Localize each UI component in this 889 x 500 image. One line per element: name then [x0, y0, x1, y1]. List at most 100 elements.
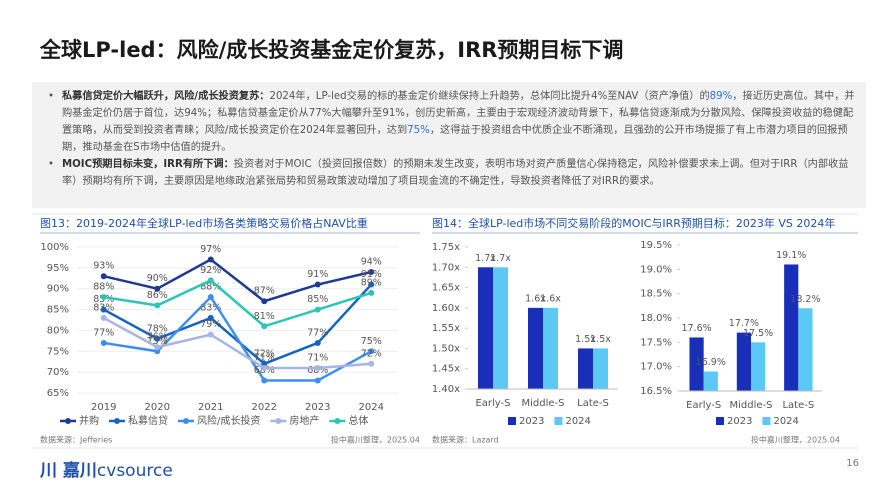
- bar: [543, 307, 558, 389]
- page-number: 16: [846, 458, 859, 469]
- y-tick-label: 1.50x: [432, 343, 460, 354]
- point: [100, 294, 107, 301]
- legend-swatch: [114, 418, 120, 424]
- data-label: 97%: [200, 244, 221, 255]
- y-tick-label: 95%: [47, 263, 69, 274]
- bar: [478, 267, 493, 389]
- point: [100, 314, 107, 321]
- bullet: • 私募信贷定价大幅跃升，风险/成长投资复苏：2024年，LP-led交易的标的基…: [48, 91, 855, 153]
- y-tick-label: 80%: [47, 325, 69, 336]
- data-label: 17.7%: [729, 318, 759, 329]
- data-label: 71%: [254, 352, 275, 363]
- data-label: 1.6x: [525, 293, 546, 304]
- data-label: 18.2%: [790, 294, 820, 305]
- credit: 投中嘉川整理，2025.04: [331, 435, 420, 445]
- y-tick-label: 1.70x: [432, 262, 460, 273]
- legend-swatch: [508, 417, 516, 425]
- x-tick-label: Middle-S: [730, 400, 773, 411]
- point: [314, 377, 321, 384]
- y-tick-label: 17.0%: [640, 362, 672, 373]
- legend-swatch: [275, 418, 282, 424]
- point: [368, 289, 375, 296]
- y-tick-label: 16.5%: [640, 386, 672, 397]
- y-tick-label: 19.0%: [640, 264, 672, 275]
- logo-name: 嘉川: [62, 461, 97, 481]
- series-line: [103, 295, 372, 382]
- y-tick-label: 1.65x: [432, 283, 460, 294]
- y-tick-label: 1.75x: [432, 242, 460, 253]
- data-label: 17.5%: [743, 328, 773, 339]
- data-label: 16.9%: [696, 357, 726, 368]
- data-label: 77%: [307, 327, 328, 338]
- point: [368, 348, 375, 355]
- data-label: 92%: [200, 265, 221, 276]
- data-label: 91%: [307, 269, 328, 280]
- series-line: [103, 316, 372, 370]
- legend-label: 风险/成长投资: [197, 414, 260, 427]
- x-tick-label: Early-S: [686, 400, 721, 411]
- legend-swatch: [716, 417, 724, 425]
- x-tick-label: 2019: [91, 402, 116, 413]
- data-label: 1.6x: [540, 293, 561, 304]
- data-label: 17.6%: [681, 323, 711, 334]
- y-tick-label: 65%: [47, 388, 69, 399]
- data-label: 75%: [147, 336, 168, 347]
- bar: [751, 342, 766, 391]
- summary-box: • 私募信贷定价大幅跃升，风险/成长投资复苏：2024年，LP-led交易的标的基…: [32, 82, 866, 208]
- source: 数据来源：Lazard: [432, 435, 499, 445]
- bullet: • MOIC预期目标未变，IRR有所下调：投资者对于MOIC（投资回报倍数）的预期…: [48, 159, 849, 187]
- x-tick-label: 2022: [252, 402, 277, 413]
- legend-swatch: [65, 418, 71, 424]
- point: [368, 269, 375, 276]
- x-tick-label: 2024: [359, 402, 384, 413]
- y-tick-label: 18.5%: [640, 289, 672, 300]
- y-tick-label: 90%: [47, 284, 69, 295]
- data-label: 85%: [307, 294, 328, 305]
- data-label: 88%: [200, 282, 221, 293]
- legend-swatch: [334, 418, 341, 424]
- data-label: 19.1%: [776, 250, 806, 261]
- series-line: [103, 258, 372, 303]
- data-label: 83%: [93, 302, 114, 313]
- legend-label: 总体: [348, 414, 368, 427]
- data-label: 76%: [147, 332, 168, 343]
- bullet-text: ，接近历史高位。其中，并购基金定价仍居于首位，达94%；私募信贷基金定价从77%…: [62, 91, 855, 136]
- bullet-text: 75%: [407, 125, 430, 136]
- point: [261, 323, 268, 330]
- legend-swatch: [183, 418, 189, 424]
- point: [154, 285, 161, 292]
- bullet-lead: 私募信贷定价大幅跃升，风险/成长投资复苏：: [62, 91, 270, 102]
- point: [261, 377, 268, 384]
- data-label: 1.5x: [590, 334, 611, 345]
- point: [314, 364, 321, 371]
- x-tick-label: 2023: [305, 402, 330, 413]
- y-tick-label: 70%: [47, 367, 69, 378]
- chart-title: 图13：2019-2024年全球LP-led市场各类策略交易价格占NAV比重: [40, 216, 368, 230]
- x-tick-label: Middle-S: [522, 398, 565, 409]
- data-label: 93%: [93, 261, 114, 272]
- x-tick-label: Late-S: [577, 398, 609, 409]
- bullet-text: ，这得益于投资组合中优质企业不断涌现，且强劲的公开市场提振了有上市潜力项目的回报…: [62, 125, 848, 153]
- bar: [593, 348, 608, 389]
- point: [368, 360, 375, 367]
- bar: [578, 348, 593, 389]
- bar: [784, 264, 799, 391]
- point: [100, 273, 107, 280]
- point: [154, 348, 161, 355]
- point: [314, 306, 321, 313]
- data-label: 72%: [361, 348, 382, 359]
- legend-label: 并购: [79, 414, 99, 427]
- data-label: 91%: [361, 269, 382, 280]
- chart-title: 图14：全球LP-led市场不同交易阶段的MOIC与IRR预期目标：2023年 …: [432, 216, 835, 230]
- point: [207, 294, 214, 301]
- point: [261, 360, 268, 367]
- slide-title: 全球LP-led：风险/成长投资基金定价复苏，IRR预期目标下调: [40, 38, 624, 62]
- legend-label: 房地产: [289, 414, 319, 427]
- y-tick-label: 75%: [47, 346, 69, 357]
- logo-mark: 川: [40, 461, 57, 481]
- source: 数据来源：Jefferies: [40, 435, 112, 445]
- point: [100, 339, 107, 346]
- point: [314, 281, 321, 288]
- bar: [528, 307, 543, 389]
